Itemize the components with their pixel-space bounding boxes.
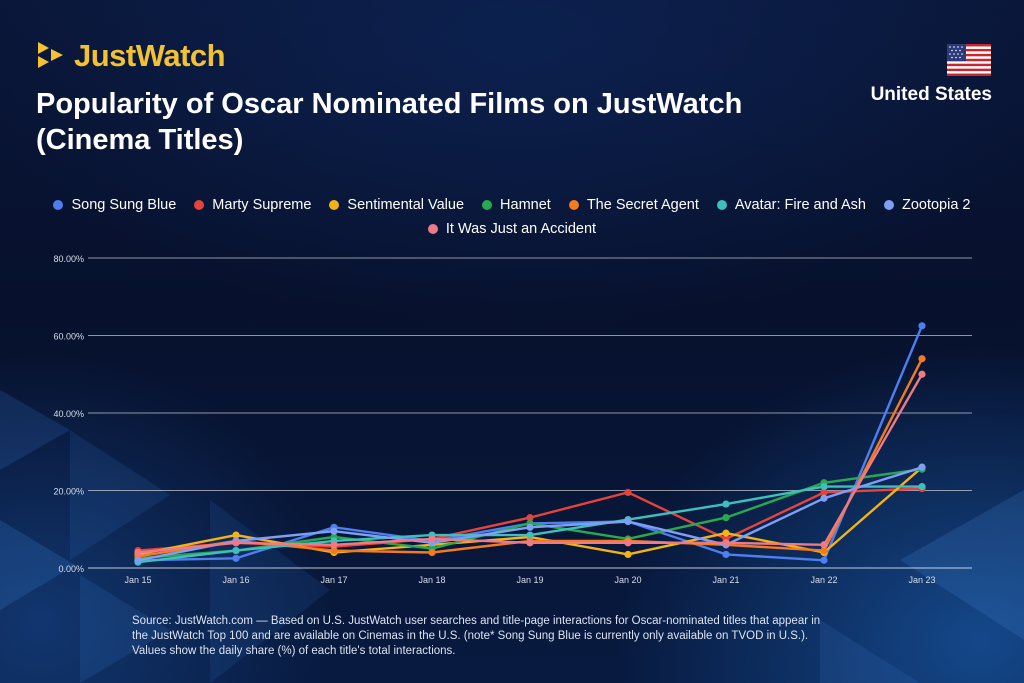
brand-logo: JustWatch xyxy=(36,37,226,73)
y-tick-label: 60.00% xyxy=(53,332,84,342)
data-point xyxy=(526,523,534,531)
data-point xyxy=(820,494,828,502)
data-point xyxy=(918,483,926,491)
x-tick-label: Jan 23 xyxy=(908,575,935,585)
legend-item-hamnet: Hamnet xyxy=(482,196,551,213)
data-point xyxy=(624,539,632,547)
x-tick-label: Jan 15 xyxy=(124,575,151,585)
data-point xyxy=(232,546,240,555)
x-tick-label: Jan 22 xyxy=(810,575,837,585)
x-tick-label: Jan 17 xyxy=(320,575,347,585)
legend-label: Marty Supreme xyxy=(212,196,312,213)
legend-swatch xyxy=(883,199,894,210)
series-hamnet xyxy=(134,465,926,562)
data-point xyxy=(722,550,730,559)
data-point xyxy=(820,556,828,564)
y-tick-label: 40.00% xyxy=(53,409,84,419)
data-point xyxy=(232,531,240,539)
data-point xyxy=(918,463,926,471)
series-zootopia-2 xyxy=(134,463,926,564)
legend-swatch xyxy=(568,199,579,210)
legend-item-song-sung-blue: Song Sung Blue xyxy=(53,196,176,213)
legend-item-avatar-fire-and-ash: Avatar: Fire and Ash xyxy=(716,196,866,213)
us-flag-icon xyxy=(947,44,991,76)
data-point xyxy=(918,370,926,378)
legend-label: Sentimental Value xyxy=(347,196,465,213)
legend-item-marty-supreme: Marty Supreme xyxy=(194,196,311,213)
y-tick-label: 0.00% xyxy=(58,564,84,574)
x-tick-label: Jan 20 xyxy=(614,575,641,585)
data-point xyxy=(820,546,828,555)
data-point xyxy=(624,488,632,497)
data-point xyxy=(918,355,926,363)
data-point xyxy=(134,556,142,564)
chart-legend: Song Sung Blue Marty Supreme Sentimental V… xyxy=(40,196,984,237)
legend-item-it-was-just-an-accident: It Was Just an Accident xyxy=(427,220,597,237)
y-tick-label: 20.00% xyxy=(53,487,84,497)
x-tick-label: Jan 16 xyxy=(222,575,249,585)
data-point xyxy=(526,514,534,522)
brand-name: JustWatch xyxy=(74,37,226,73)
legend-label: Zootopia 2 xyxy=(901,196,971,213)
legend-item-the-secret-agent: The Secret Agent xyxy=(568,196,699,213)
legend-swatch xyxy=(329,199,340,210)
legend-swatch xyxy=(53,199,64,210)
data-point xyxy=(820,483,828,491)
data-point xyxy=(722,529,730,537)
data-point xyxy=(722,514,730,522)
legend-item-zootopia-2: Zootopia 2 xyxy=(883,196,971,213)
title-line-1: Popularity of Oscar Nominated Films on J… xyxy=(36,88,743,120)
data-point xyxy=(624,550,632,559)
legend-swatch xyxy=(482,199,493,210)
page-title: Popularity of Oscar Nominated Films on J… xyxy=(36,86,816,158)
data-point xyxy=(232,539,240,547)
title-line-2: (Cinema Titles) xyxy=(36,124,244,156)
data-point xyxy=(134,548,142,557)
play-triangles-icon xyxy=(38,42,63,68)
data-point xyxy=(428,535,436,543)
x-tick-label: Jan 21 xyxy=(712,575,739,585)
y-tick-label: 80.00% xyxy=(53,254,84,264)
legend-label: Song Sung Blue xyxy=(71,196,177,213)
series-it-was-just-an-accident xyxy=(134,370,926,557)
legend-item-sentimental-value: Sentimental Value xyxy=(329,196,464,213)
data-point xyxy=(330,546,338,555)
legend-label: Hamnet xyxy=(500,196,551,213)
legend-label: It Was Just an Accident xyxy=(445,220,597,237)
legend-swatch xyxy=(194,199,205,210)
data-point xyxy=(820,488,828,497)
data-point xyxy=(820,541,828,549)
legend-swatch xyxy=(716,199,727,210)
data-point xyxy=(330,527,338,535)
legend-label: Avatar: Fire and Ash xyxy=(734,196,866,213)
x-tick-label: Jan 18 xyxy=(418,575,445,585)
data-point xyxy=(722,500,730,508)
data-point xyxy=(330,541,338,549)
data-point xyxy=(526,531,534,539)
source-note: Source: JustWatch.com — Based on U.S. Ju… xyxy=(132,615,821,657)
data-point xyxy=(918,322,926,330)
data-point xyxy=(722,539,730,547)
country-label: United States xyxy=(870,84,992,105)
legend-swatch xyxy=(427,223,438,234)
legend-label: The Secret Agent xyxy=(586,196,699,213)
x-tick-label: Jan 19 xyxy=(516,575,543,585)
data-point xyxy=(232,554,240,562)
data-point xyxy=(428,548,436,557)
data-point xyxy=(526,539,534,547)
data-point xyxy=(624,517,632,526)
